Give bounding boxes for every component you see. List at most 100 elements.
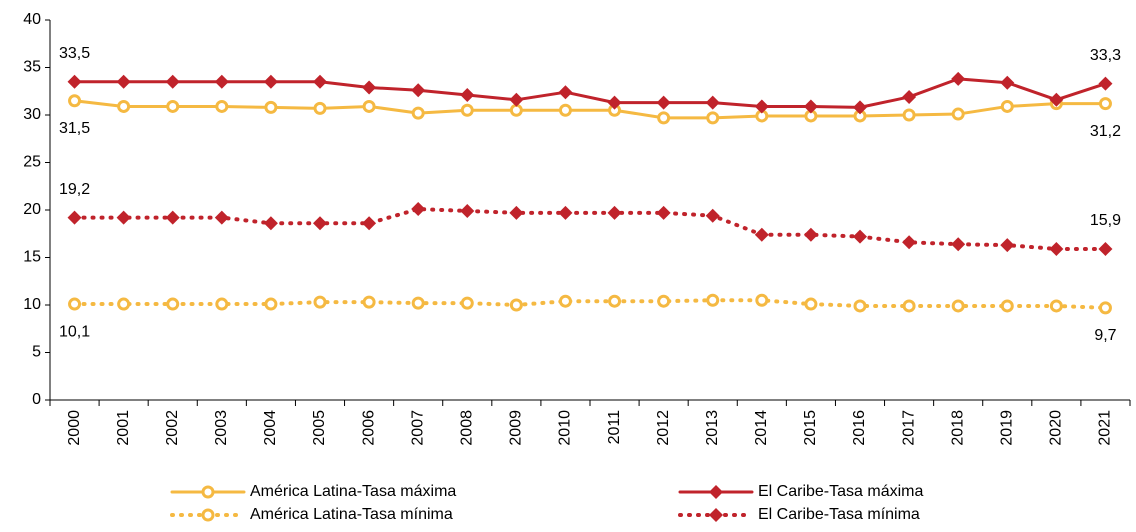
y-tick-label: 0	[32, 391, 41, 408]
marker	[558, 205, 573, 220]
x-tick-label: 2009	[508, 410, 525, 446]
marker	[116, 74, 131, 89]
marker	[1098, 301, 1112, 315]
x-tick-label: 2010	[557, 410, 574, 446]
x-tick-label: 2007	[409, 410, 426, 446]
marker	[460, 88, 475, 103]
series-line	[72, 298, 1108, 310]
y-tick-label: 40	[23, 11, 41, 28]
marker	[313, 295, 327, 309]
marker	[558, 103, 572, 117]
y-tick-label: 25	[23, 154, 41, 171]
marker	[754, 99, 769, 114]
marker	[1049, 92, 1064, 107]
y-tick-label: 30	[23, 106, 41, 123]
marker	[853, 229, 867, 244]
marker	[951, 237, 966, 252]
marker	[1049, 299, 1063, 313]
marker	[411, 83, 426, 98]
marker	[313, 74, 327, 89]
marker	[362, 216, 377, 231]
x-tick-label: 2013	[704, 410, 721, 446]
marker	[1000, 99, 1014, 113]
y-tick-label: 20	[23, 201, 41, 218]
marker	[166, 297, 180, 311]
marker	[166, 99, 180, 113]
legend-label: El Caribe-Tasa máxima	[758, 483, 923, 500]
y-tick-label: 10	[23, 296, 41, 313]
legend-label: El Caribe-Tasa mínima	[758, 506, 920, 523]
marker	[657, 294, 671, 308]
marker	[853, 299, 867, 313]
legend-label: América Latina-Tasa máxima	[250, 483, 456, 500]
marker	[902, 89, 917, 104]
data-label: 33,3	[1090, 47, 1121, 64]
x-tick-label: 2002	[164, 410, 181, 446]
marker	[951, 71, 966, 86]
x-tick-label: 2006	[360, 410, 377, 446]
legend-marker	[709, 508, 723, 522]
marker	[313, 216, 327, 231]
marker	[263, 74, 278, 89]
x-tick-label: 2019	[998, 410, 1015, 446]
legend-marker	[201, 508, 215, 522]
marker	[1098, 241, 1113, 256]
series-line	[72, 207, 1108, 251]
marker	[558, 294, 572, 308]
data-label: 15,9	[1090, 212, 1121, 229]
marker	[558, 85, 573, 100]
x-tick-label: 2000	[66, 410, 83, 446]
marker	[804, 297, 818, 311]
y-tick-label: 15	[23, 249, 41, 266]
marker	[509, 298, 523, 312]
x-tick-label: 2016	[851, 410, 868, 446]
marker	[362, 99, 376, 113]
x-tick-label: 2020	[1048, 410, 1065, 446]
marker	[313, 101, 327, 115]
marker	[362, 80, 377, 95]
marker	[705, 208, 720, 223]
marker	[509, 92, 524, 107]
marker	[264, 297, 278, 311]
marker	[1000, 75, 1015, 90]
x-tick-label: 2017	[900, 410, 917, 446]
marker	[902, 108, 916, 122]
marker	[263, 216, 278, 231]
data-label: 9,7	[1094, 327, 1116, 344]
marker	[656, 205, 671, 220]
marker	[706, 111, 720, 125]
marker	[951, 107, 965, 121]
marker	[656, 95, 671, 110]
marker	[657, 111, 671, 125]
marker	[411, 106, 425, 120]
marker	[706, 293, 720, 307]
series-line	[73, 77, 1107, 109]
data-label: 31,2	[1090, 123, 1121, 140]
marker	[215, 297, 229, 311]
marker	[117, 99, 131, 113]
y-tick-label: 35	[23, 59, 41, 76]
marker	[1049, 241, 1064, 256]
marker	[68, 94, 82, 108]
x-tick-label: 2012	[655, 410, 672, 446]
data-label: 31,5	[59, 120, 90, 137]
marker	[754, 227, 769, 242]
marker	[362, 295, 376, 309]
marker	[607, 205, 622, 220]
marker	[165, 74, 180, 89]
marker	[803, 227, 818, 242]
marker	[68, 297, 82, 311]
marker	[411, 202, 426, 217]
data-label: 19,2	[59, 181, 90, 198]
marker	[460, 296, 474, 310]
marker	[902, 299, 916, 313]
marker	[215, 99, 229, 113]
marker	[460, 203, 475, 218]
x-tick-label: 2003	[213, 410, 230, 446]
x-tick-label: 2015	[802, 410, 819, 446]
legend-marker	[201, 485, 215, 499]
marker	[116, 210, 131, 225]
marker	[460, 103, 474, 117]
